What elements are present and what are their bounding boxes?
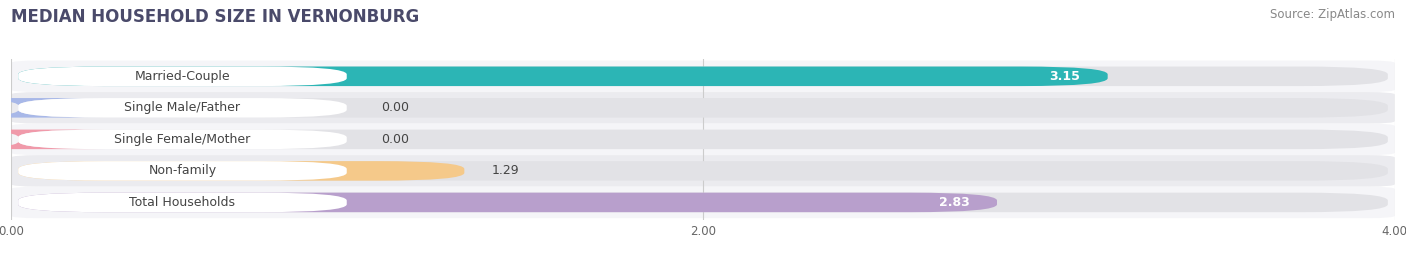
FancyBboxPatch shape	[18, 161, 347, 181]
Text: MEDIAN HOUSEHOLD SIZE IN VERNONBURG: MEDIAN HOUSEHOLD SIZE IN VERNONBURG	[11, 8, 419, 26]
Text: 0.00: 0.00	[381, 101, 409, 114]
FancyBboxPatch shape	[18, 193, 347, 212]
FancyBboxPatch shape	[11, 92, 1395, 124]
FancyBboxPatch shape	[18, 161, 1388, 181]
FancyBboxPatch shape	[18, 130, 347, 149]
Text: 1.29: 1.29	[492, 164, 520, 177]
FancyBboxPatch shape	[0, 98, 104, 118]
FancyBboxPatch shape	[18, 161, 464, 181]
FancyBboxPatch shape	[18, 66, 1108, 86]
FancyBboxPatch shape	[18, 98, 347, 118]
FancyBboxPatch shape	[18, 193, 997, 212]
Text: Non-family: Non-family	[149, 164, 217, 177]
Text: Single Female/Mother: Single Female/Mother	[114, 133, 250, 146]
FancyBboxPatch shape	[18, 130, 1388, 149]
Text: Single Male/Father: Single Male/Father	[125, 101, 240, 114]
FancyBboxPatch shape	[18, 66, 347, 86]
Text: Source: ZipAtlas.com: Source: ZipAtlas.com	[1270, 8, 1395, 21]
FancyBboxPatch shape	[18, 98, 1388, 118]
FancyBboxPatch shape	[18, 193, 1388, 212]
FancyBboxPatch shape	[11, 187, 1395, 218]
Text: 0.00: 0.00	[381, 133, 409, 146]
FancyBboxPatch shape	[11, 124, 1395, 155]
Text: 3.15: 3.15	[1049, 70, 1080, 83]
FancyBboxPatch shape	[11, 61, 1395, 92]
Text: Total Households: Total Households	[129, 196, 235, 209]
Text: Married-Couple: Married-Couple	[135, 70, 231, 83]
FancyBboxPatch shape	[11, 155, 1395, 187]
FancyBboxPatch shape	[0, 130, 104, 149]
Text: 2.83: 2.83	[939, 196, 969, 209]
FancyBboxPatch shape	[18, 66, 1388, 86]
